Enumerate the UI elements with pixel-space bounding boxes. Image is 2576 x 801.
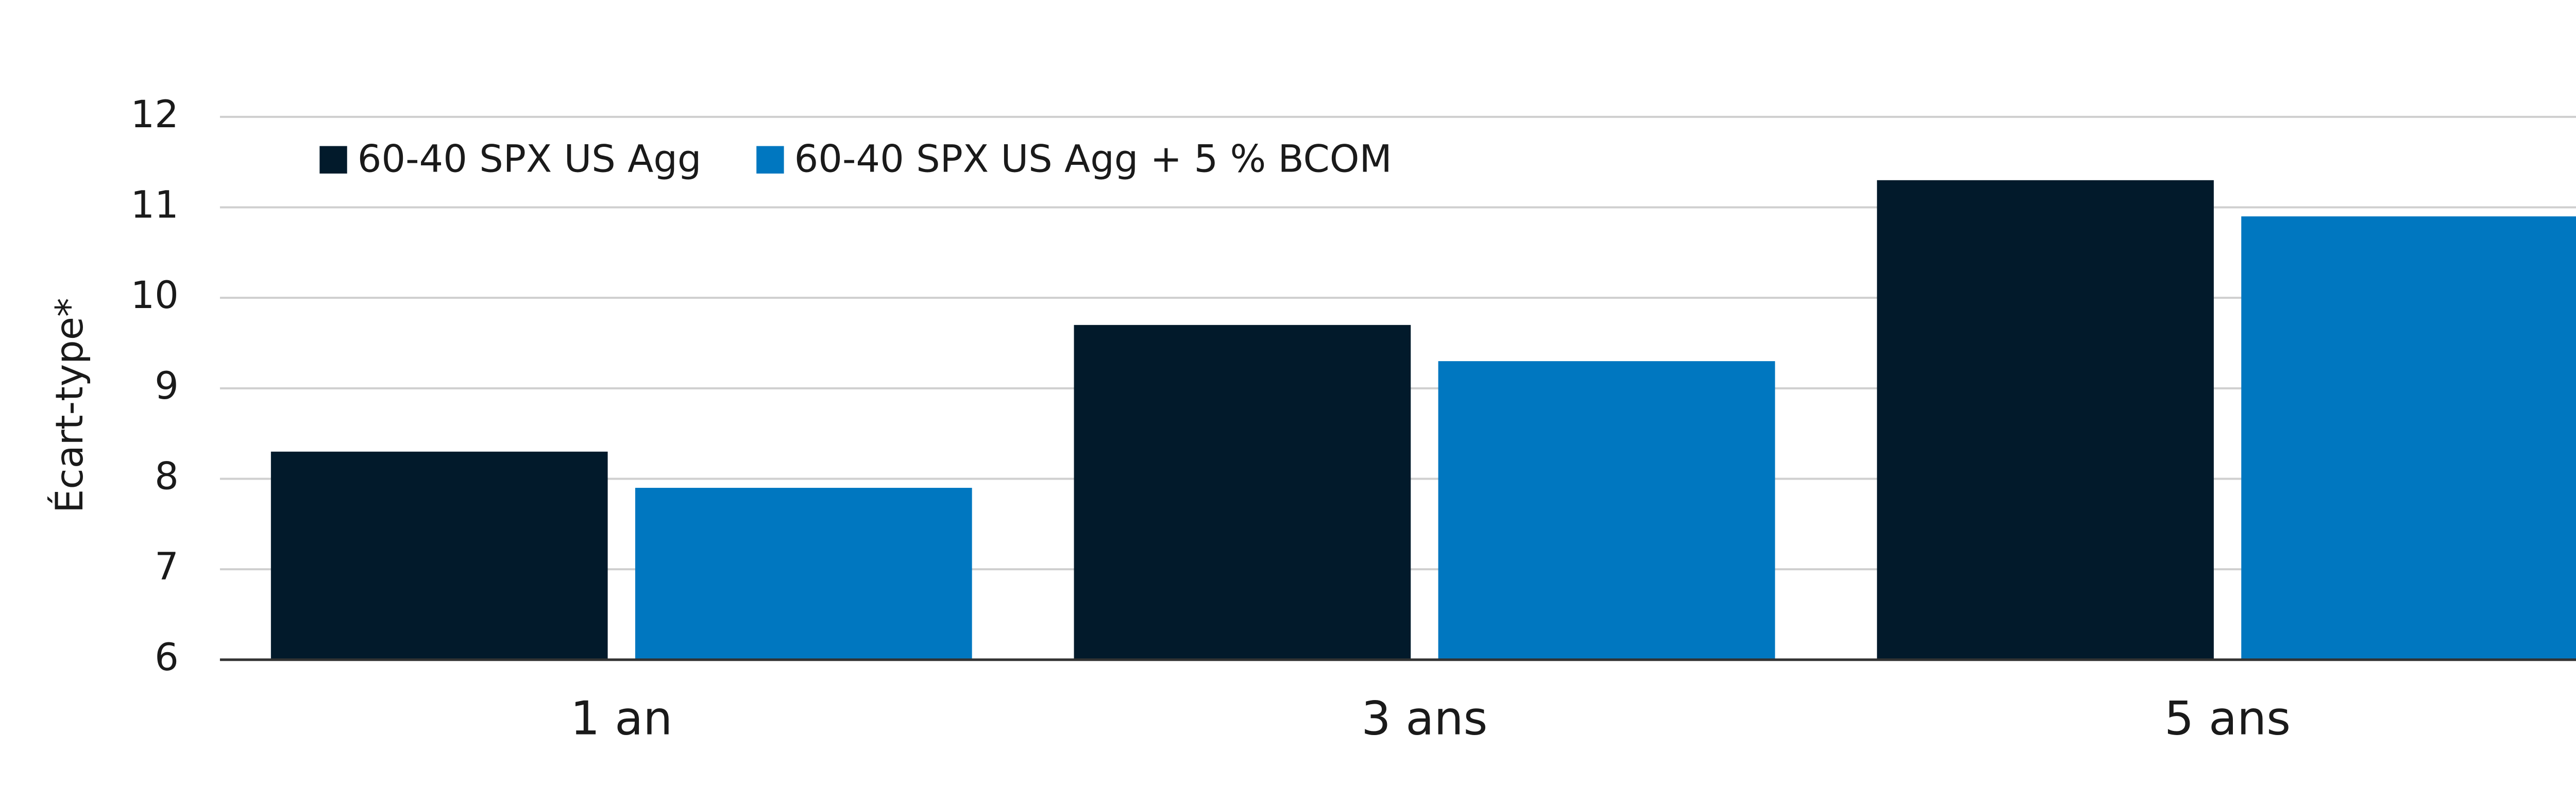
x-tick-label: 5 ans [2164, 692, 2291, 746]
y-tick-label: 9 [155, 364, 179, 408]
bar [270, 451, 608, 660]
bar [635, 488, 972, 660]
y-tick-label: 7 [155, 545, 179, 589]
y-tick-label: 6 [155, 636, 179, 679]
bar [1438, 361, 1775, 660]
x-tick-label: 3 ans [1361, 692, 1487, 746]
y-axis-label: Écart-type* [47, 298, 92, 513]
y-tick-label: 11 [131, 183, 179, 227]
bar [1074, 325, 1411, 660]
y-tick-label: 10 [131, 274, 179, 317]
legend-swatch [756, 146, 784, 174]
y-tick-label: 12 [131, 93, 179, 137]
legend-label: 60-40 SPX US Agg + 5 % BCOM [794, 138, 1392, 181]
legend-swatch [319, 146, 347, 174]
bar [1877, 180, 2214, 660]
bar [2241, 216, 2576, 660]
legend-label: 60-40 SPX US Agg [358, 138, 702, 181]
y-tick-label: 8 [155, 454, 179, 498]
x-tick-label: 1 an [570, 692, 672, 746]
